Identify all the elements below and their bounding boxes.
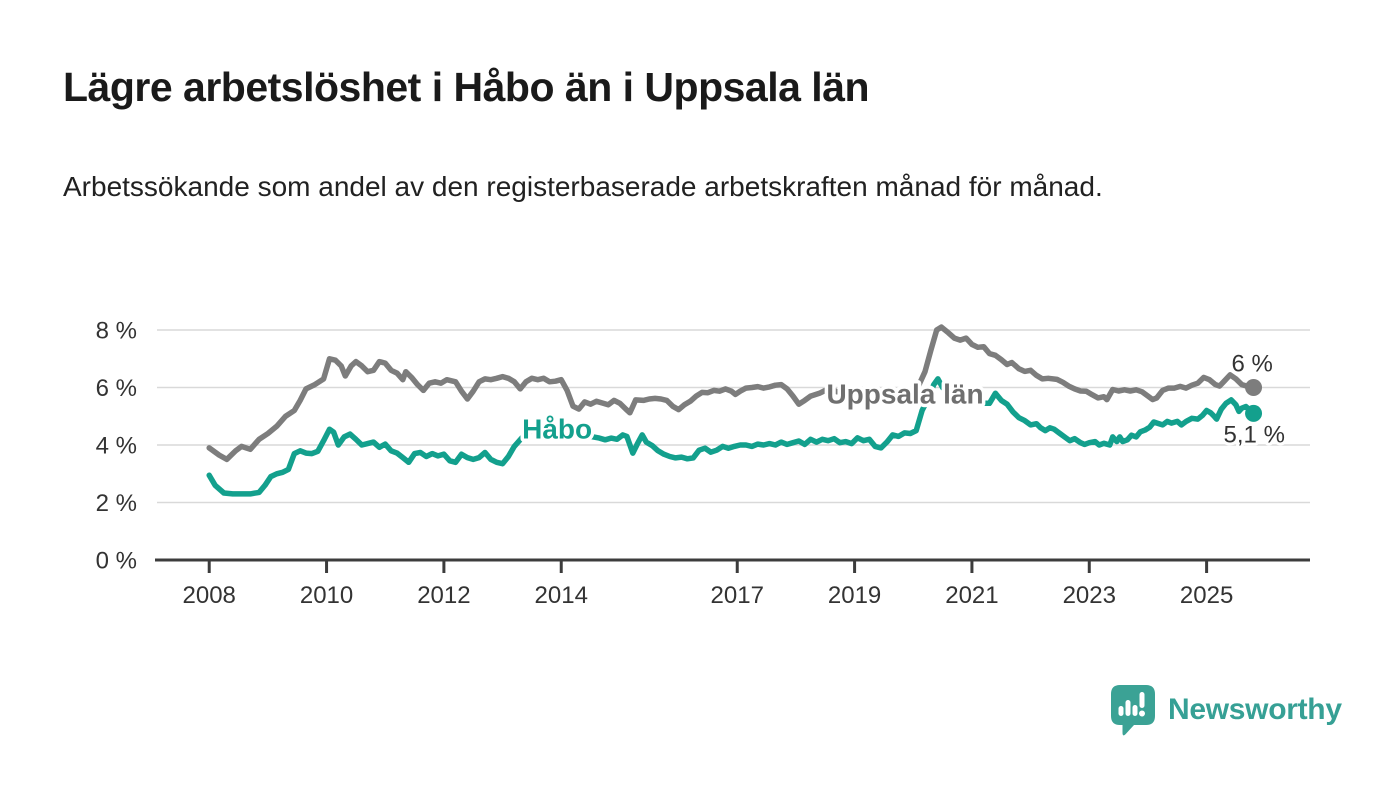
uppsala-lan-series-label: Uppsala län: [826, 379, 983, 410]
newsworthy-brand-link[interactable]: Newsworthy: [1110, 684, 1342, 736]
x-axis-tick-label: 2019: [828, 582, 881, 609]
x-axis-tick-label: 2008: [183, 582, 236, 609]
habo-series-label: Håbo: [522, 413, 592, 444]
uppsala-lan-end-dot: [1245, 379, 1263, 396]
y-axis-tick-label: 6 %: [96, 375, 137, 402]
x-axis-tick-label: 2014: [535, 582, 588, 609]
bar-chart-glyph: [1118, 692, 1145, 717]
y-axis-tick-label: 2 %: [96, 490, 137, 517]
x-axis-tick-label: 2017: [711, 582, 764, 609]
x-axis-tick-label: 2021: [945, 582, 998, 609]
page-title: Lägre arbetslöshet i Håbo än i Uppsala l…: [63, 64, 870, 110]
uppsala-lan-line: [206, 324, 1257, 463]
x-axis-tick-label: 2012: [417, 582, 470, 609]
y-axis-tick-label: 4 %: [96, 433, 137, 460]
newsworthy-brand-name: Newsworthy: [1168, 693, 1342, 726]
uppsala-lan-end-value-label: 6 %: [1232, 351, 1273, 378]
habo-line: [206, 376, 1257, 497]
habo-end-value-label: 5,1 %: [1224, 421, 1285, 448]
y-axis-tick-label: 0 %: [96, 548, 137, 575]
x-axis-tick-label: 2010: [300, 582, 353, 609]
newsworthy-logo-icon: [1111, 685, 1155, 736]
habo-end-dot: [1245, 404, 1263, 422]
y-axis-tick-label: 8 %: [96, 318, 137, 345]
x-axis-tick-label: 2023: [1063, 582, 1116, 609]
x-axis-tick-label: 2025: [1180, 582, 1233, 609]
chart-subtitle: Arbetssökande som andel av den registerb…: [63, 171, 1103, 202]
